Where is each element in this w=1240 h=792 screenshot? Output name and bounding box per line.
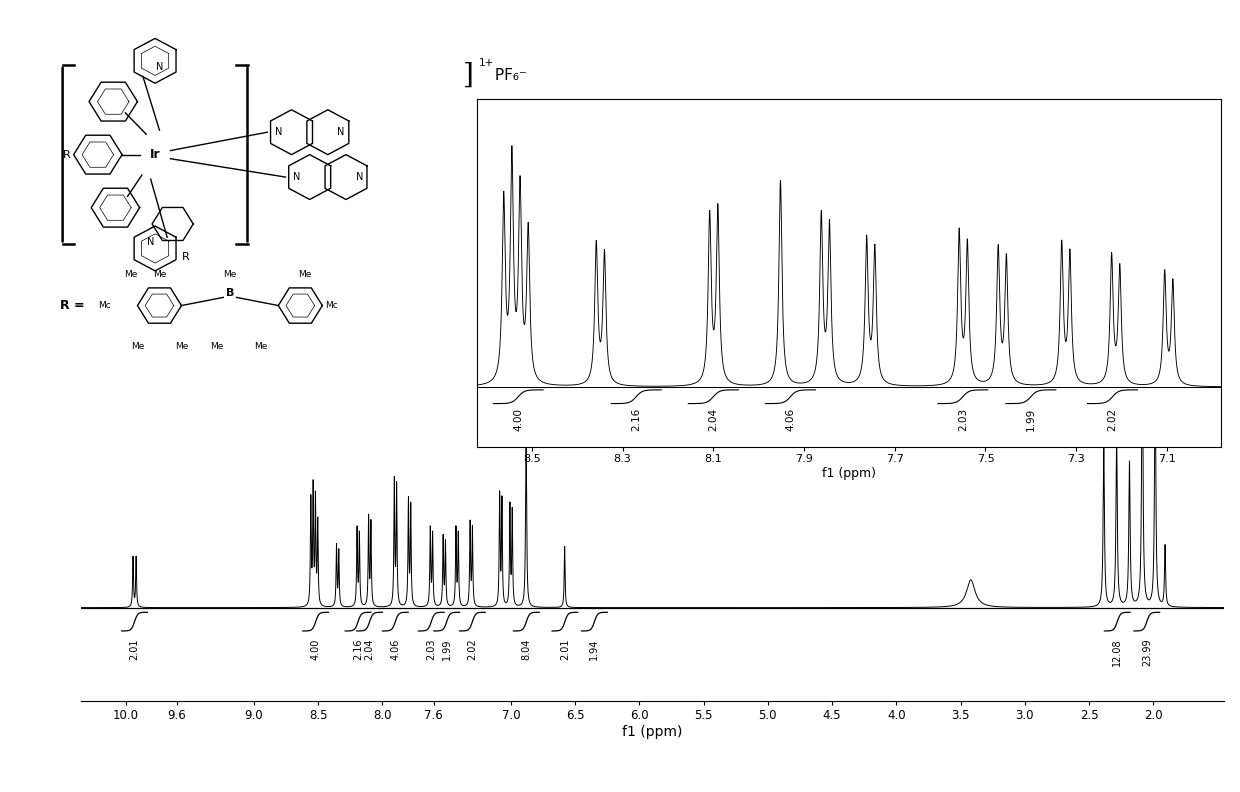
Text: 1+: 1+ — [479, 59, 494, 68]
Text: Me: Me — [175, 342, 188, 351]
Text: 2.02: 2.02 — [467, 638, 477, 661]
Text: 2.02: 2.02 — [1107, 408, 1117, 431]
Text: Me: Me — [130, 342, 144, 351]
Text: PF₆⁻: PF₆⁻ — [490, 68, 527, 82]
Text: 23.99: 23.99 — [1142, 638, 1152, 666]
Text: 4.06: 4.06 — [785, 408, 795, 431]
Text: Me: Me — [298, 270, 311, 280]
Text: 8.04: 8.04 — [521, 638, 532, 660]
Text: Mc: Mc — [325, 301, 337, 310]
Text: Me: Me — [223, 270, 237, 280]
Text: Me: Me — [153, 270, 166, 280]
Text: B: B — [226, 288, 234, 299]
Text: Me: Me — [254, 342, 268, 351]
Text: 2.16: 2.16 — [631, 408, 641, 431]
Text: 1.94: 1.94 — [589, 638, 599, 660]
Text: 2.16: 2.16 — [353, 638, 363, 661]
Text: R: R — [63, 150, 71, 160]
Text: Mc: Mc — [98, 301, 110, 310]
Text: Me: Me — [124, 270, 138, 280]
X-axis label: f1 (ppm): f1 (ppm) — [622, 725, 682, 739]
Text: 2.04: 2.04 — [365, 638, 374, 661]
Text: R =: R = — [60, 299, 84, 312]
Text: 4.00: 4.00 — [311, 638, 321, 660]
Text: N: N — [156, 62, 164, 72]
Text: N: N — [293, 172, 300, 182]
Text: Ir: Ir — [150, 148, 160, 161]
Text: 4.06: 4.06 — [391, 638, 401, 660]
Text: 1.99: 1.99 — [441, 638, 451, 660]
X-axis label: f1 (ppm): f1 (ppm) — [822, 467, 877, 480]
Text: N: N — [274, 128, 281, 137]
Text: 1.99: 1.99 — [1025, 408, 1035, 431]
Text: N: N — [337, 128, 345, 137]
Text: R: R — [182, 252, 190, 261]
Text: ]: ] — [464, 62, 474, 89]
Text: 2.03: 2.03 — [427, 638, 436, 661]
Text: 2.01: 2.01 — [560, 638, 570, 661]
Text: 4.00: 4.00 — [513, 408, 523, 431]
Text: N: N — [356, 172, 363, 182]
Text: 2.03: 2.03 — [957, 408, 967, 431]
Text: N: N — [148, 238, 154, 247]
Text: 12.08: 12.08 — [1112, 638, 1122, 666]
Text: 2.04: 2.04 — [708, 408, 718, 431]
Text: Me: Me — [210, 342, 223, 351]
Text: 2.01: 2.01 — [129, 638, 140, 661]
